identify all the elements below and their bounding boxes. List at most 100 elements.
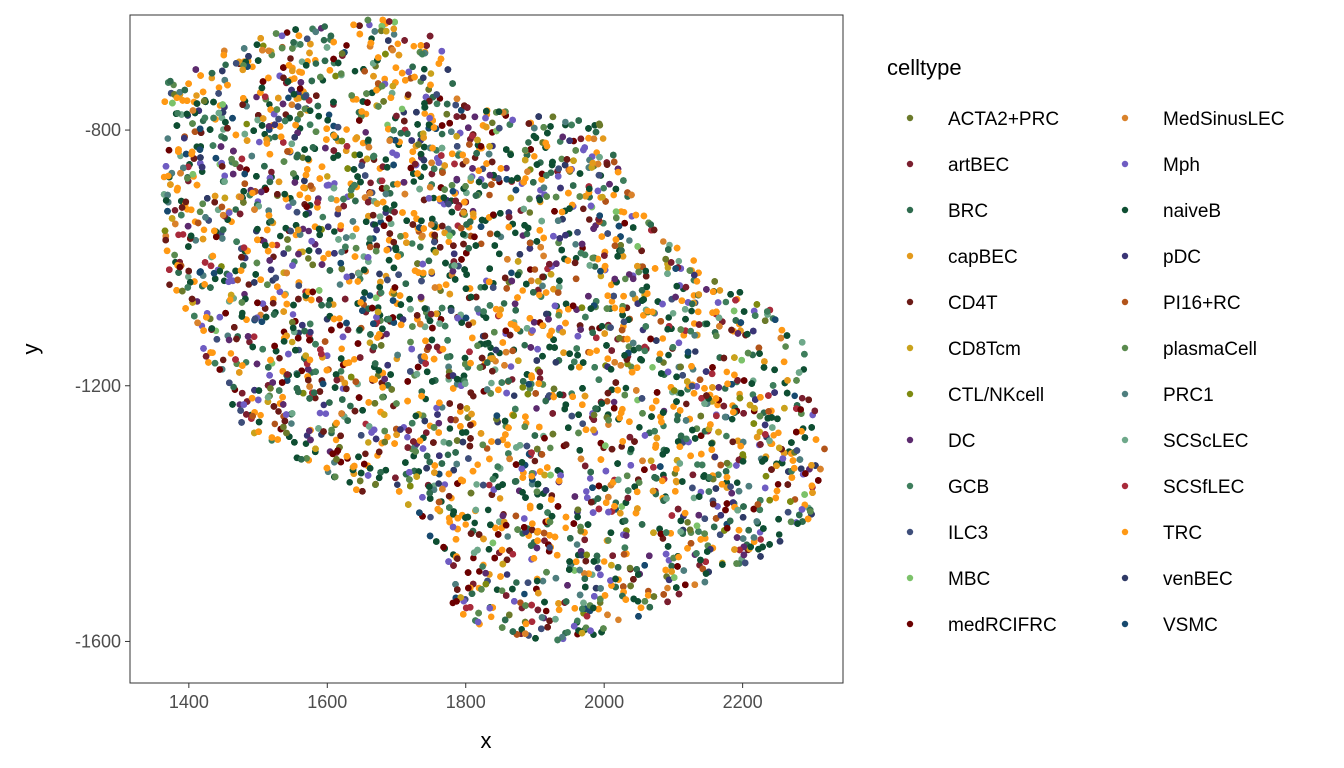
data-point: [321, 23, 329, 30]
data-point: [567, 364, 575, 371]
data-point: [366, 243, 374, 251]
data-point: [669, 310, 677, 317]
data-point: [670, 403, 677, 410]
data-point: [610, 191, 617, 199]
data-point: [430, 194, 438, 202]
data-point: [404, 433, 411, 441]
data-point: [599, 135, 607, 142]
data-point: [488, 379, 495, 387]
data-point: [798, 394, 806, 402]
data-point: [445, 492, 453, 500]
data-point: [660, 238, 667, 245]
data-point: [723, 368, 731, 376]
data-point: [694, 461, 701, 468]
data-point: [533, 405, 540, 412]
data-point: [367, 179, 374, 187]
data-point: [246, 338, 253, 346]
data-point: [366, 339, 374, 347]
data-point: [255, 138, 263, 146]
data-point: [382, 156, 390, 163]
data-point: [598, 322, 606, 330]
data-point: [625, 271, 633, 278]
data-point: [312, 60, 320, 67]
data-point: [800, 366, 808, 373]
data-point: [636, 424, 643, 431]
data-point: [690, 257, 697, 264]
data-point: [288, 338, 296, 346]
data-point: [531, 457, 539, 465]
data-point: [438, 130, 446, 138]
data-point: [477, 240, 485, 248]
data-point: [276, 354, 283, 362]
data-point: [728, 415, 736, 423]
data-point: [421, 110, 429, 117]
data-point: [219, 356, 227, 364]
data-point: [302, 440, 310, 448]
data-point: [525, 139, 532, 146]
data-point: [198, 168, 206, 175]
data-point: [471, 519, 479, 527]
data-point: [390, 31, 398, 38]
data-point: [166, 281, 173, 289]
data-point: [617, 208, 625, 215]
data-point: [791, 392, 798, 400]
data-point: [526, 209, 534, 216]
data-point: [384, 433, 391, 441]
data-point: [271, 133, 279, 141]
data-point: [316, 409, 324, 417]
data-point: [320, 401, 328, 409]
data-point: [733, 479, 741, 487]
data-point: [618, 443, 625, 450]
data-point: [457, 408, 464, 415]
data-point: [690, 320, 698, 327]
data-point: [365, 439, 372, 446]
data-point: [435, 480, 443, 487]
data-point: [572, 241, 579, 248]
data-point: [222, 61, 229, 69]
data-point: [500, 300, 508, 307]
data-point: [684, 519, 691, 526]
data-point: [285, 94, 292, 102]
data-point: [593, 347, 600, 355]
data-point: [470, 554, 477, 562]
data-point: [583, 488, 590, 495]
data-point: [722, 298, 730, 306]
data-point: [562, 118, 569, 126]
data-point: [690, 494, 698, 502]
data-point: [410, 178, 418, 185]
data-point: [336, 281, 344, 288]
data-point: [665, 351, 672, 359]
data-point: [337, 368, 345, 375]
data-point: [757, 536, 764, 543]
data-point: [503, 164, 510, 172]
data-point: [503, 571, 511, 578]
data-point: [775, 531, 783, 538]
data-point: [586, 216, 593, 223]
data-point: [486, 191, 493, 199]
data-point: [362, 129, 370, 136]
data-point: [394, 40, 402, 48]
data-point: [459, 113, 467, 120]
data-point: [521, 590, 528, 598]
data-point: [257, 411, 264, 419]
data-point: [215, 84, 223, 91]
data-point: [277, 232, 284, 240]
data-point: [484, 506, 492, 514]
data-point: [371, 221, 379, 229]
data-point: [664, 584, 671, 592]
data-point: [683, 400, 690, 408]
data-point: [486, 481, 493, 489]
points-layer: [160, 16, 828, 644]
data-point: [343, 42, 350, 49]
data-point: [512, 229, 519, 237]
data-point: [322, 410, 330, 418]
data-point: [564, 629, 571, 636]
data-point: [487, 613, 495, 621]
data-point: [542, 607, 550, 615]
data-point: [513, 579, 520, 586]
data-point: [770, 432, 777, 439]
data-point: [383, 330, 390, 338]
data-point: [398, 105, 406, 113]
data-point: [608, 298, 616, 305]
